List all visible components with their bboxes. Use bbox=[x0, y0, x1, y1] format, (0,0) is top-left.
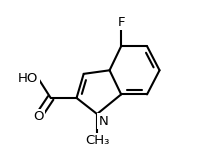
Text: CH₃: CH₃ bbox=[85, 134, 109, 147]
Text: F: F bbox=[117, 16, 125, 29]
Text: N: N bbox=[99, 115, 108, 128]
Text: HO: HO bbox=[18, 72, 38, 85]
Text: O: O bbox=[33, 110, 43, 123]
